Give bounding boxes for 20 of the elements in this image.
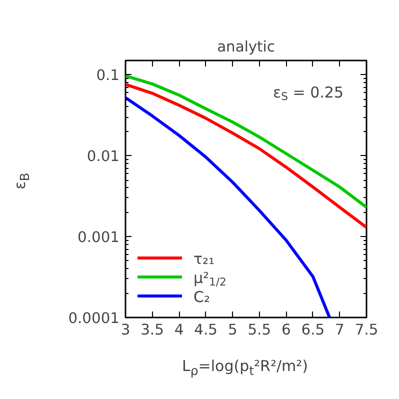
x-tick-label: 4: [174, 322, 184, 338]
x-tick-label: 4.5: [194, 322, 218, 338]
x-tick-label: 6: [282, 322, 291, 338]
x-tick-label: 7.5: [354, 322, 378, 338]
x-tick-label: 3.5: [140, 322, 164, 338]
legend-label: C₂: [194, 288, 210, 306]
chart-title: analytic: [217, 38, 275, 56]
y-tick-label: 0.1: [96, 67, 120, 84]
y-tick-label: 0.01: [86, 148, 120, 166]
y-tick-label: 0.001: [78, 229, 120, 246]
line-series: [126, 82, 366, 229]
y-tick-label: 0.0001: [68, 310, 120, 327]
x-tick-label: 7: [335, 322, 344, 338]
legend-label: τ₂₁: [194, 250, 215, 268]
x-tick-label: 3: [120, 322, 130, 338]
x-tick-label: 6.5: [301, 322, 325, 338]
x-tick-label: 5: [228, 322, 238, 338]
x-axis-title: L$_{ρ}$=log(p$_{t}$²R²/m²): [182, 357, 308, 378]
x-tick-label: 5.5: [248, 322, 272, 338]
line-series: [126, 74, 366, 209]
